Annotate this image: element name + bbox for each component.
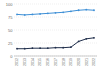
x-tick-label: 2015 <box>38 58 42 66</box>
point <box>55 12 57 14</box>
grid-line <box>14 30 97 31</box>
x-tick-label: 2013 <box>23 58 27 66</box>
point <box>24 48 26 50</box>
y-tick-label: 0 <box>10 54 13 59</box>
point <box>16 14 18 16</box>
chart-svg: 0255075100201220132014201520162017201820… <box>0 0 100 71</box>
y-tick-label: 25 <box>8 41 13 46</box>
x-tick-label: 2019 <box>69 58 73 66</box>
plot-area <box>16 9 95 50</box>
point <box>85 38 87 40</box>
point <box>85 9 87 11</box>
point <box>32 14 34 16</box>
point <box>32 47 34 49</box>
point <box>93 9 95 11</box>
x-tick-label: 2022 <box>92 58 96 66</box>
x-tick-label: 2021 <box>85 58 89 66</box>
point <box>24 14 26 16</box>
x-tick-label: 2018 <box>62 58 66 66</box>
grid-line <box>14 56 97 57</box>
point <box>62 11 64 13</box>
y-tick-label: 75 <box>8 15 13 20</box>
grid-line <box>14 4 97 5</box>
y-tick-label: 50 <box>8 28 13 33</box>
grid-line <box>14 17 97 18</box>
chart: 0255075100201220132014201520162017201820… <box>0 0 100 71</box>
point <box>47 47 49 49</box>
x-tick-label: 2014 <box>31 58 35 66</box>
point <box>62 47 64 49</box>
y-tick-label: 100 <box>6 2 13 7</box>
grid-line <box>14 43 97 44</box>
point <box>93 37 95 39</box>
point <box>55 47 57 49</box>
point <box>78 9 80 11</box>
point <box>78 41 80 43</box>
series-line <box>17 10 94 15</box>
point <box>39 47 41 49</box>
x-tick-label: 2020 <box>77 58 81 66</box>
x-tick-label: 2017 <box>54 58 58 66</box>
x-tick-label: 2012 <box>15 58 19 66</box>
series-line <box>17 38 94 49</box>
point <box>16 48 18 50</box>
point <box>70 10 72 12</box>
x-axis <box>14 56 97 57</box>
point <box>70 46 72 48</box>
x-tick-label: 2016 <box>46 58 50 66</box>
point <box>47 12 49 14</box>
point <box>39 13 41 15</box>
